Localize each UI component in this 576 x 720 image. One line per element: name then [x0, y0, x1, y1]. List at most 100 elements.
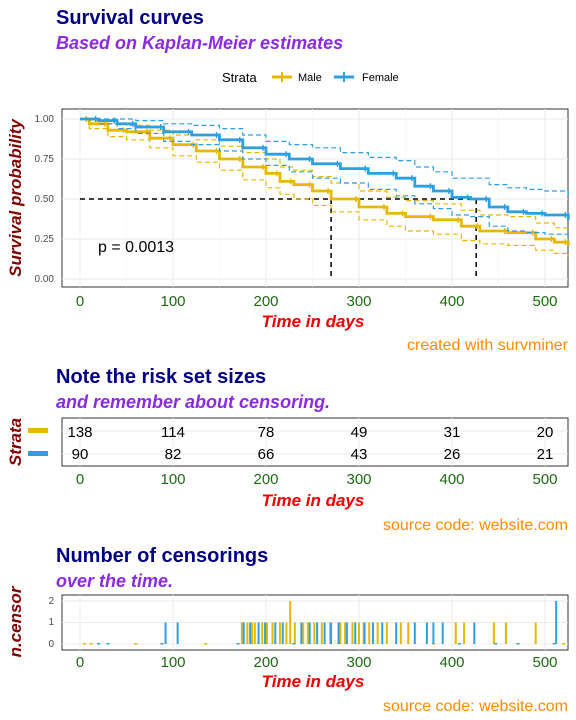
survival-line-female — [80, 117, 570, 220]
censor-bar-male — [407, 622, 410, 644]
survival-subtitle: Based on Kaplan-Meier estimates — [56, 33, 343, 53]
y-tick-label: 0.00 — [35, 274, 55, 285]
survival-x-axis-title: Time in days — [262, 312, 365, 331]
censor-bar-male — [368, 622, 371, 644]
risk-row-male: 138 114 78 49 31 20 — [67, 424, 553, 441]
pvalue-label: p = 0.0013 — [98, 239, 174, 256]
censor-bar-female — [441, 622, 444, 644]
risk-cell: 90 — [72, 446, 89, 463]
x-tick-label: 100 — [160, 293, 185, 310]
risk-row-female: 90 82 66 43 26 21 — [72, 446, 554, 463]
censor-bar-female — [249, 622, 252, 644]
censor-bar-male — [285, 622, 288, 644]
x-tick-label: 400 — [439, 654, 464, 671]
censor-bar-male — [385, 622, 388, 644]
x-tick-label: 200 — [253, 471, 278, 488]
censor-zero-female — [160, 643, 164, 645]
censor-zero-female — [97, 643, 101, 645]
risk-stratum-key-female — [28, 451, 48, 456]
censor-y-ticks: 2 1 0 — [48, 596, 54, 650]
risk-cell: 31 — [444, 424, 461, 441]
risk-gridlines — [62, 418, 568, 466]
legend-label-male: Male — [298, 72, 322, 84]
y-tick-label: 0 — [48, 639, 54, 650]
x-tick-label: 300 — [346, 654, 371, 671]
legend-title: Strata — [222, 70, 257, 85]
risk-cell: 21 — [537, 446, 554, 463]
risk-cell: 82 — [165, 446, 182, 463]
censor-bar-male — [313, 622, 316, 644]
censor-bar-female — [371, 622, 374, 644]
ci-upper-female — [80, 118, 569, 196]
censor-bar-female — [281, 622, 284, 644]
censor-bar-male — [351, 622, 354, 644]
x-tick-label: 0 — [76, 293, 84, 310]
censor-bar-female — [395, 622, 398, 644]
censor-bars — [83, 601, 566, 645]
x-tick-label: 500 — [532, 293, 557, 310]
risk-table-area — [61, 417, 569, 467]
censor-zero-male — [562, 643, 566, 645]
censor-subtitle: over the time. — [56, 571, 173, 591]
x-tick-label: 100 — [160, 654, 185, 671]
censor-zero-male — [89, 643, 93, 645]
censor-bar-male — [302, 622, 305, 644]
censor-zero-female — [292, 643, 296, 645]
x-tick-label: 0 — [76, 654, 84, 671]
censor-bar-female — [413, 622, 416, 644]
ci-lower-male — [80, 118, 569, 257]
y-tick-label: 0.25 — [35, 234, 55, 245]
censor-bar-female — [316, 622, 319, 644]
censor-bar-male — [399, 622, 402, 644]
x-tick-label: 200 — [253, 654, 278, 671]
survival-y-ticks: 1.00 0.75 0.50 0.25 0.00 — [35, 114, 55, 285]
ci-upper-male — [80, 118, 569, 231]
risk-stratum-key-male — [28, 428, 48, 433]
survival-plot-area — [61, 108, 569, 288]
censor-bar-male — [463, 622, 466, 644]
censor-bar-male — [320, 622, 323, 644]
censor-bar-female — [264, 622, 267, 644]
censor-bar-male — [454, 622, 457, 644]
legend-key-male — [272, 72, 292, 82]
risk-cell: 78 — [258, 424, 275, 441]
censor-zero-female — [457, 643, 461, 645]
censor-bar-female — [164, 622, 167, 644]
x-tick-label: 400 — [439, 293, 464, 310]
censor-bar-male — [293, 622, 296, 644]
censor-x-ticks: 0 100 200 300 400 500 — [76, 654, 558, 671]
risk-cell: 26 — [444, 446, 461, 463]
censor-bar-female — [354, 622, 357, 644]
ci-lower-female — [80, 118, 569, 241]
censor-bar-female — [473, 622, 476, 644]
censor-bar-male — [504, 622, 507, 644]
risk-cell: 49 — [351, 424, 368, 441]
censor-bar-male — [246, 622, 249, 644]
y-tick-label: 1 — [48, 617, 54, 628]
censor-bar-male — [339, 622, 342, 644]
censor-bar-male — [289, 601, 292, 644]
x-tick-label: 500 — [532, 654, 557, 671]
legend: Strata Male Female — [222, 70, 399, 85]
y-tick-label: 0.50 — [35, 194, 55, 205]
censor-bar-male — [240, 622, 243, 644]
censor-bar-female — [425, 622, 428, 644]
survival-y-axis-title: Survival probability — [6, 118, 25, 277]
censor-bar-female — [555, 601, 558, 644]
censor-bar-male — [261, 622, 264, 644]
censor-bar-female — [257, 622, 260, 644]
y-tick-label: 1.00 — [35, 114, 55, 125]
censor-zero-male — [134, 643, 138, 645]
censor-zero-female — [106, 643, 110, 645]
censor-bar-female — [300, 622, 303, 644]
censor-bar-female — [308, 622, 311, 644]
x-tick-label: 500 — [532, 471, 557, 488]
risk-x-axis-title: Time in days — [262, 491, 365, 510]
risk-y-axis-title: Strata — [6, 418, 25, 466]
x-tick-label: 300 — [346, 471, 371, 488]
survival-curves — [80, 116, 570, 279]
censor-bar-female — [337, 622, 340, 644]
risk-cell: 66 — [258, 446, 275, 463]
censor-bar-male — [253, 622, 256, 644]
x-tick-label: 0 — [76, 471, 84, 488]
